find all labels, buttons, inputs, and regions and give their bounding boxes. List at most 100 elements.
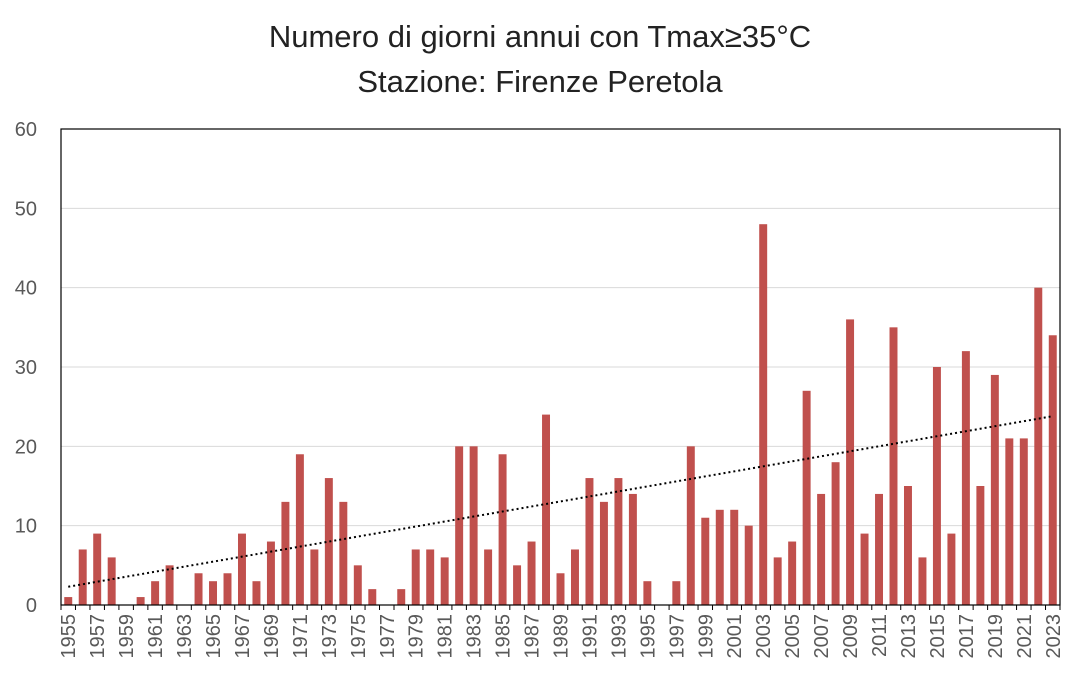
x-tick-label: 1997 [666,614,688,659]
bar-1992 [599,501,608,605]
y-tick-label: 0 [26,595,37,617]
bar-1982 [455,446,464,605]
bar-1990 [570,549,579,605]
y-tick-label: 60 [15,119,37,141]
trendline-layer [68,415,1053,588]
bar-2004 [773,557,782,605]
bar-1969 [266,541,275,605]
bar-1958 [107,557,116,605]
bar-2014 [918,557,927,605]
x-tick-label: 2023 [1043,614,1065,659]
bar-2022 [1034,287,1043,605]
x-tick-label: 2019 [985,614,1007,659]
x-tick-label: 1991 [579,614,601,659]
x-tick-label: 1957 [87,614,109,659]
bars [64,224,1057,605]
bar-1970 [281,501,290,605]
bar-1995 [643,581,652,605]
bar-1988 [542,414,551,605]
bar-1965 [209,581,218,605]
bar-1993 [614,478,623,605]
x-tick-label: 1983 [464,614,486,659]
gridlines [61,207,1060,527]
bar-1962 [165,565,174,605]
bar-2013 [903,486,912,605]
bar-1955 [64,597,73,605]
bar-1972 [310,549,319,605]
x-tick-label: 2015 [927,614,949,659]
x-tick-label: 1963 [174,614,196,659]
x-tick-label: 1955 [58,614,80,659]
y-tick-label: 30 [15,357,37,379]
x-tick-label: 2013 [898,614,920,659]
bar-1966 [223,573,232,605]
bar-2006 [802,390,811,605]
bar-2007 [817,493,826,605]
bar-1994 [628,493,637,605]
x-tick-label: 1999 [695,614,717,659]
bar-2002 [744,525,753,605]
x-tick-label: 1965 [203,614,225,659]
x-tick-label: 1967 [232,614,254,659]
y-tick-label: 20 [15,436,37,458]
bar-2011 [875,493,884,605]
bar-1978 [397,589,406,605]
bar-1976 [368,589,377,605]
chart-subtitle: Stazione: Firenze Peretola [357,64,723,99]
bar-2021 [1019,438,1028,605]
bar-2005 [788,541,797,605]
bar-1986 [513,565,522,605]
bar-1998 [686,446,695,605]
bar-1979 [411,549,420,605]
x-tick-label: 2005 [782,614,804,659]
bar-2000 [715,509,724,605]
x-tick-label: 1979 [406,614,428,659]
bar-2008 [831,462,840,605]
bar-1957 [93,533,102,605]
chart-title: Numero di giorni annui con Tmax≥35°C [269,19,811,54]
bar-1956 [78,549,87,605]
x-tick-label: 1989 [551,614,573,659]
bar-2015 [932,367,941,605]
trendline [68,415,1053,588]
bar-2012 [889,327,898,605]
bar-1985 [498,454,507,605]
x-tick-label: 1975 [348,614,370,659]
bar-1971 [295,454,304,605]
x-tick-label: 1995 [637,614,659,659]
bar-2009 [846,319,855,605]
x-tick-label: 1981 [435,614,457,659]
x-tick-label: 1985 [493,614,515,659]
x-tick-label: 1977 [377,614,399,659]
bar-1983 [469,446,478,605]
bar-1981 [440,557,449,605]
y-tick-label: 50 [15,198,37,220]
bar-1997 [672,581,681,605]
bar-1987 [527,541,536,605]
bar-1968 [252,581,261,605]
bar-2023 [1048,335,1057,605]
bar-2010 [860,533,869,605]
x-axis-ticks: 1955 1957 1959 1961 1963 1965 1967 1969 1971 1973… [58,605,1065,659]
bar-1964 [194,573,203,605]
x-tick-label: 2017 [956,614,978,659]
x-tick-label: 1973 [319,614,341,659]
x-tick-label: 2001 [724,614,746,659]
bar-1991 [585,478,594,605]
bar-1999 [701,517,710,605]
bar-2001 [730,509,739,605]
x-tick-label: 1987 [522,614,544,659]
bar-1961 [151,581,160,605]
x-tick-label: 2011 [869,614,891,657]
bar-1984 [484,549,493,605]
y-axis-ticks: 0 10 20 30 40 50 60 [15,119,37,617]
plot-frame [60,128,1061,606]
bar-1973 [324,478,333,605]
bar-1980 [426,549,435,605]
bar-2016 [947,533,956,605]
y-tick-label: 40 [15,278,37,300]
bar-1967 [237,533,246,605]
x-tick-label: 1993 [608,614,630,659]
bar-1975 [353,565,362,605]
